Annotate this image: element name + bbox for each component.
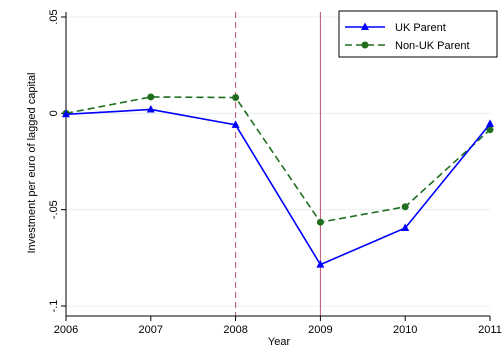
x-tick-label: 2008	[223, 324, 247, 336]
y-tick-label: -.05	[48, 200, 60, 219]
x-tick-label: 2010	[393, 324, 417, 336]
data-point	[146, 104, 155, 113]
x-tick-label: 2007	[139, 324, 163, 336]
x-tick-label: 2011	[478, 324, 502, 336]
event-lines	[235, 12, 321, 316]
data-point	[316, 218, 324, 226]
x-tick-label: 2006	[54, 324, 78, 336]
data-point	[361, 41, 369, 49]
series	[62, 93, 494, 268]
data-point	[401, 203, 409, 211]
y-axis-title: Investment per euro of lagged capital	[26, 72, 38, 253]
data-point	[401, 223, 410, 231]
y-tick-label: .05	[48, 9, 60, 24]
data-point	[486, 119, 494, 127]
legend: UK Parent Non-UK Parent	[338, 10, 498, 58]
data-point	[361, 22, 369, 30]
legend-item: Non-UK Parent	[345, 40, 470, 52]
gridlines	[66, 16, 490, 307]
y-tick-label: 0	[48, 110, 60, 116]
data-point	[231, 120, 240, 128]
y-tick-label: -.1	[48, 300, 60, 313]
legend-box	[338, 10, 498, 58]
series-line	[65, 96, 491, 224]
series-line	[65, 108, 491, 266]
data-point	[232, 94, 240, 102]
x-ticks: 2006 2007 2008 2009 2010 2011	[54, 316, 502, 336]
legend-label: Non-UK Parent	[395, 40, 470, 52]
series-uk-parent	[62, 104, 494, 268]
data-point	[486, 126, 494, 134]
axes	[65, 12, 490, 317]
x-axis-title: Year	[268, 336, 291, 348]
x-tick-label: 2009	[308, 324, 332, 336]
legend-item: UK Parent	[345, 22, 446, 34]
data-point	[147, 93, 155, 101]
data-point	[316, 260, 325, 268]
y-ticks: .05 0 -.05 -.1	[48, 9, 66, 312]
legend-label: UK Parent	[395, 22, 446, 34]
data-point	[62, 109, 70, 118]
